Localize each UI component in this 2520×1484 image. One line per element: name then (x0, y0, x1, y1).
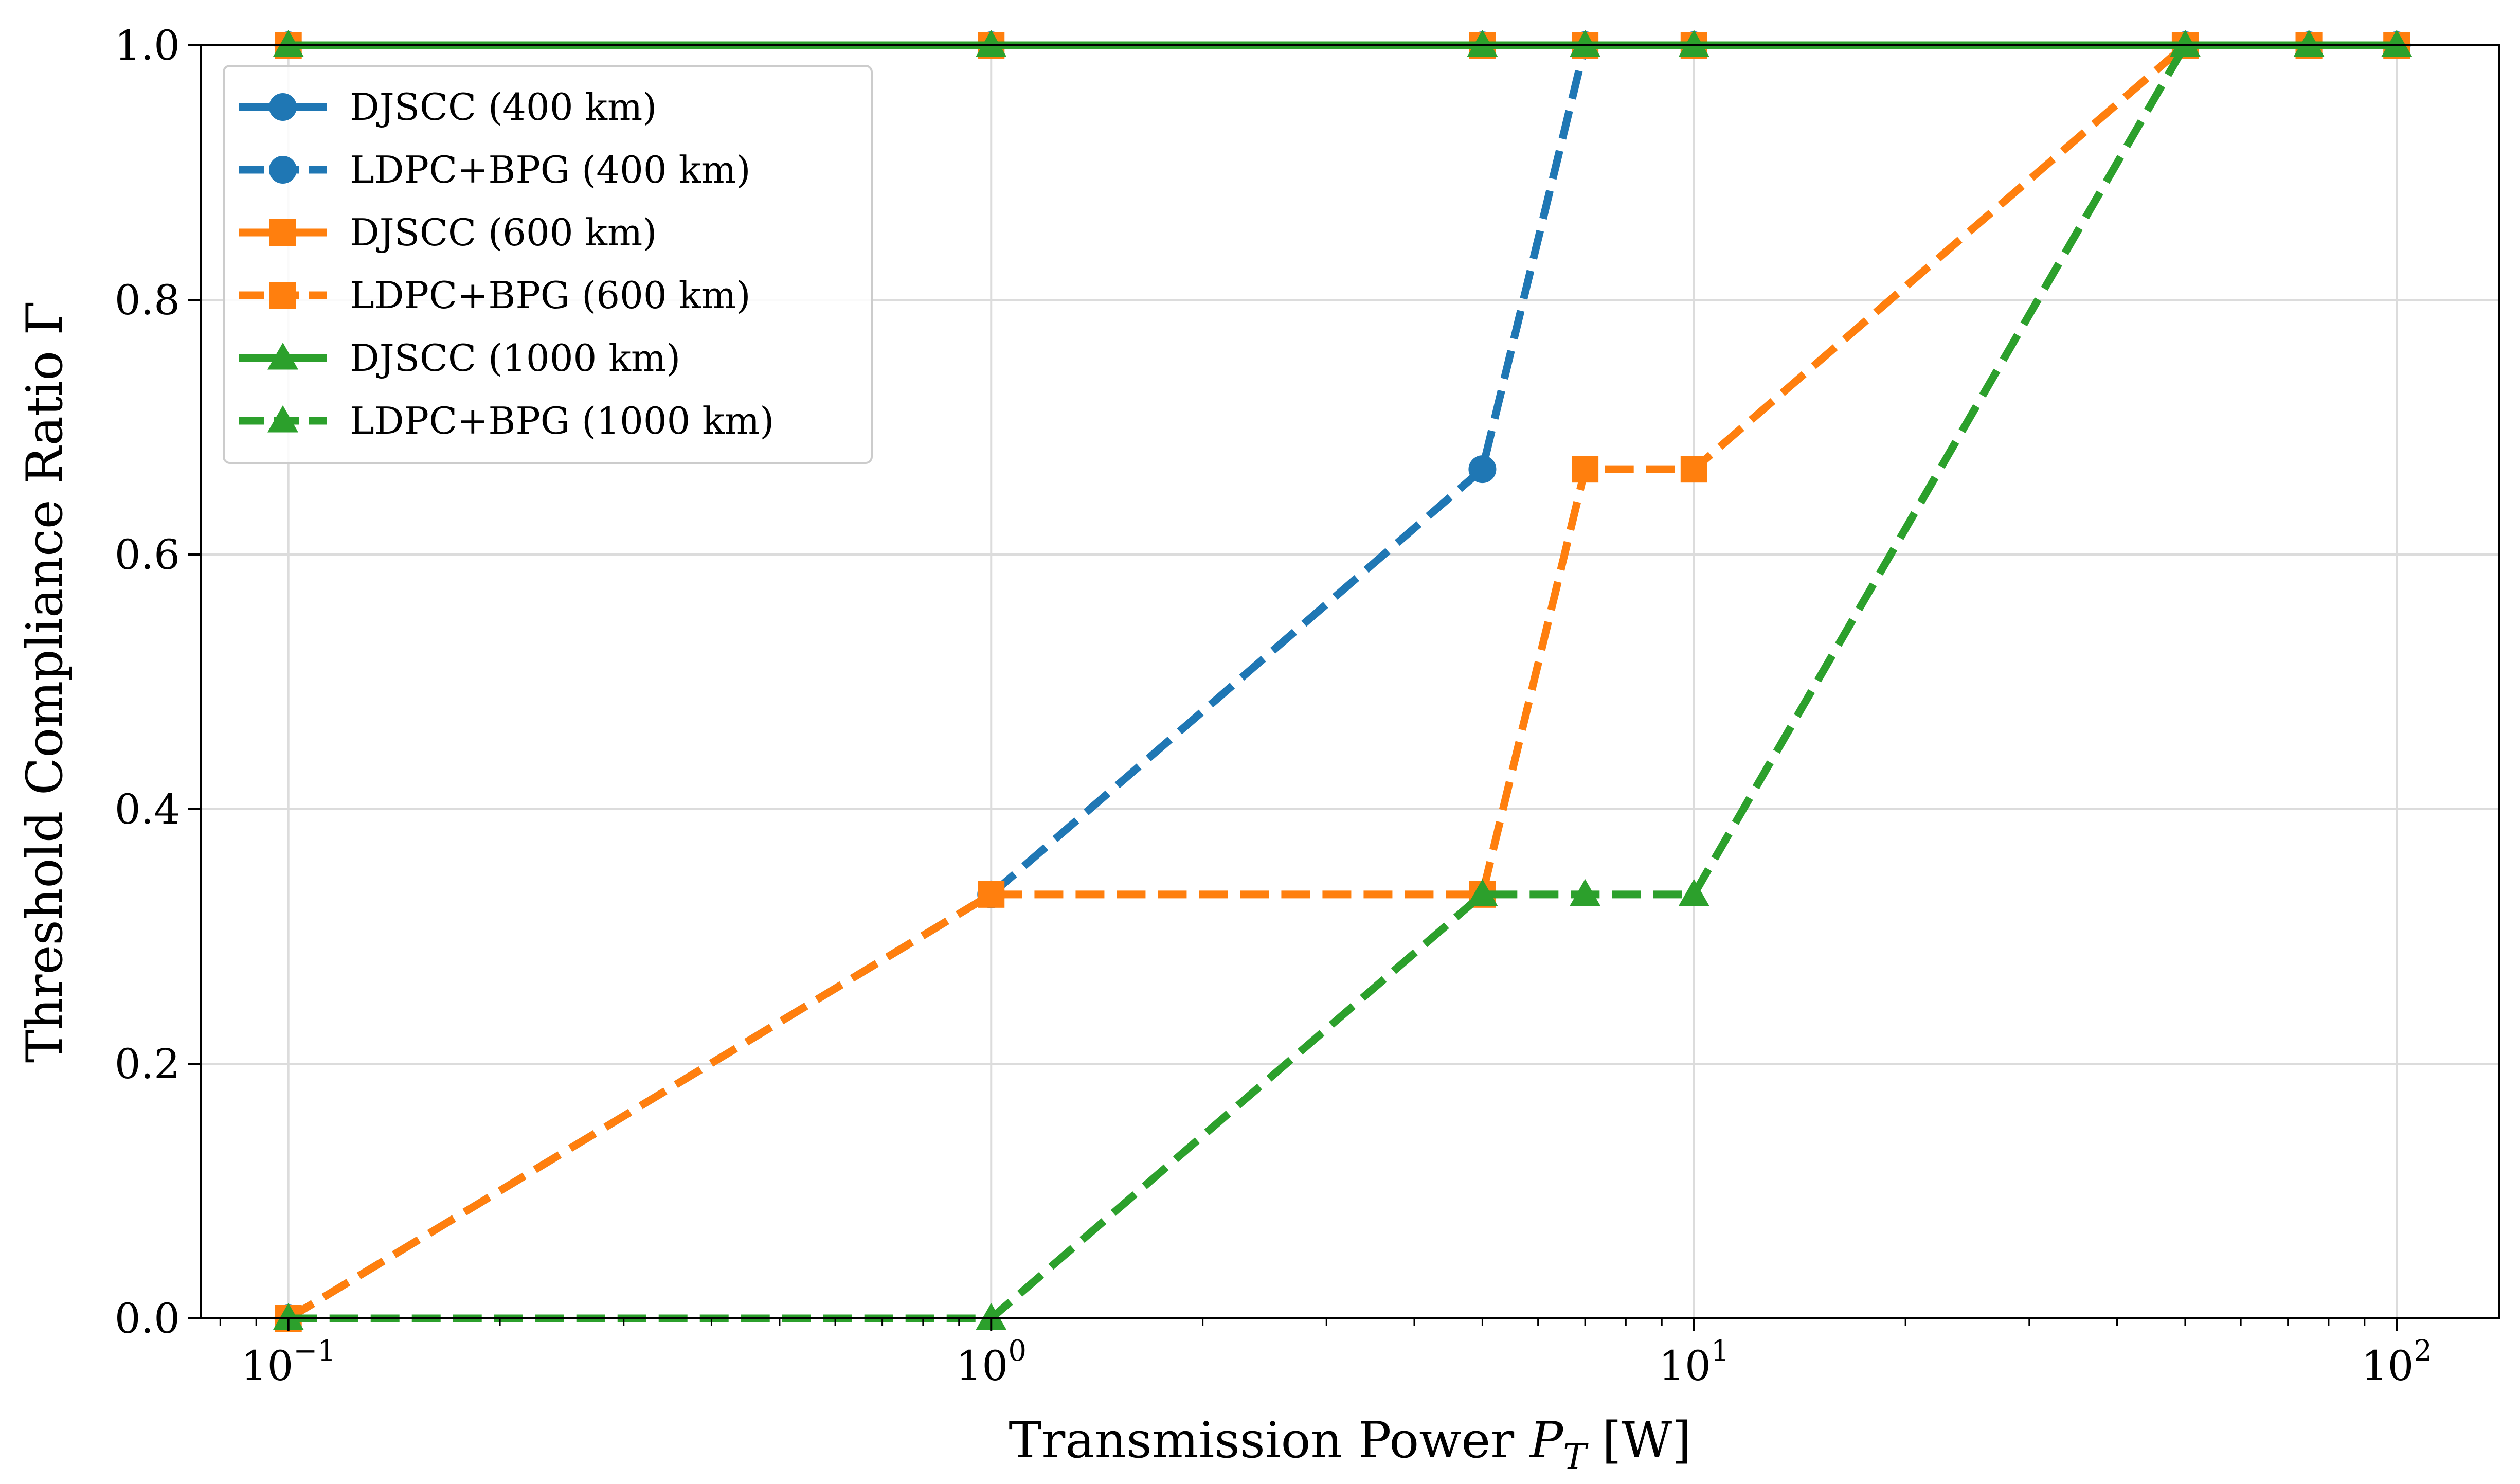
y-tick-label: 0.2 (115, 1040, 180, 1088)
y-axis-title: Threshold Compliance Ratio Γ (16, 301, 74, 1063)
data-point (1678, 30, 1709, 57)
legend-entry: LDPC+BPG (1000 km) (239, 399, 774, 442)
legend-entry: DJSCC (1000 km) (239, 336, 680, 380)
y-tick-label: 0.4 (115, 785, 180, 833)
data-point (273, 30, 304, 57)
legend-entry: DJSCC (600 km) (239, 211, 657, 254)
data-point (1570, 879, 1601, 906)
axis-ticks: 0.0 0.2 0.4 0.6 0.8 1.0 10−1 100 101 102 (115, 22, 2432, 1390)
legend-entry: LDPC+BPG (600 km) (239, 274, 751, 317)
data-point (1467, 30, 1498, 57)
legend-marker (269, 93, 297, 121)
x-tick-label: 102 (2362, 1334, 2432, 1390)
legend-marker (267, 343, 298, 370)
x-tick-label: 10−1 (241, 1334, 336, 1390)
legend-box (223, 65, 873, 464)
legend: DJSCC (400 km) LDPC+BPG (400 km) DJSCC (60… (223, 65, 873, 464)
data-point (2293, 30, 2325, 57)
data-point (1678, 879, 1709, 906)
data-point (2169, 30, 2201, 57)
legend-label: LDPC+BPG (600 km) (350, 274, 751, 317)
legend-label: LDPC+BPG (400 km) (350, 148, 751, 191)
data-point (1572, 456, 1599, 483)
legend-label: DJSCC (400 km) (350, 85, 657, 129)
data-point (1467, 879, 1498, 906)
x-axis-title: Transmission Power PT [W] (1009, 1411, 1691, 1477)
legend-marker (269, 219, 296, 246)
legend-entry: DJSCC (400 km) (239, 85, 657, 129)
legend-marker (269, 156, 297, 184)
legend-label: DJSCC (600 km) (350, 211, 657, 254)
data-point (1570, 30, 1601, 57)
data-point (976, 30, 1007, 57)
data-point (2381, 30, 2413, 57)
legend-label: DJSCC (1000 km) (350, 336, 680, 380)
y-tick-label: 0.8 (115, 276, 180, 324)
x-tick-label: 101 (1659, 1334, 1729, 1390)
legend-entry: LDPC+BPG (400 km) (239, 148, 751, 191)
y-tick-label: 0.0 (115, 1295, 180, 1343)
legend-label: LDPC+BPG (1000 km) (350, 399, 774, 442)
data-point (273, 1303, 304, 1330)
x-tick-label: 100 (956, 1334, 1027, 1390)
data-point (976, 1303, 1007, 1330)
plot-area-frame (200, 44, 2500, 1319)
legend-marker (269, 282, 296, 309)
legend-marker (267, 405, 298, 433)
y-tick-label: 1.0 (115, 22, 180, 69)
data-point (1680, 456, 1707, 483)
data-point (978, 881, 1005, 908)
series-5 (273, 30, 2413, 57)
data-point (1468, 455, 1497, 484)
y-tick-label: 0.6 (115, 531, 180, 579)
